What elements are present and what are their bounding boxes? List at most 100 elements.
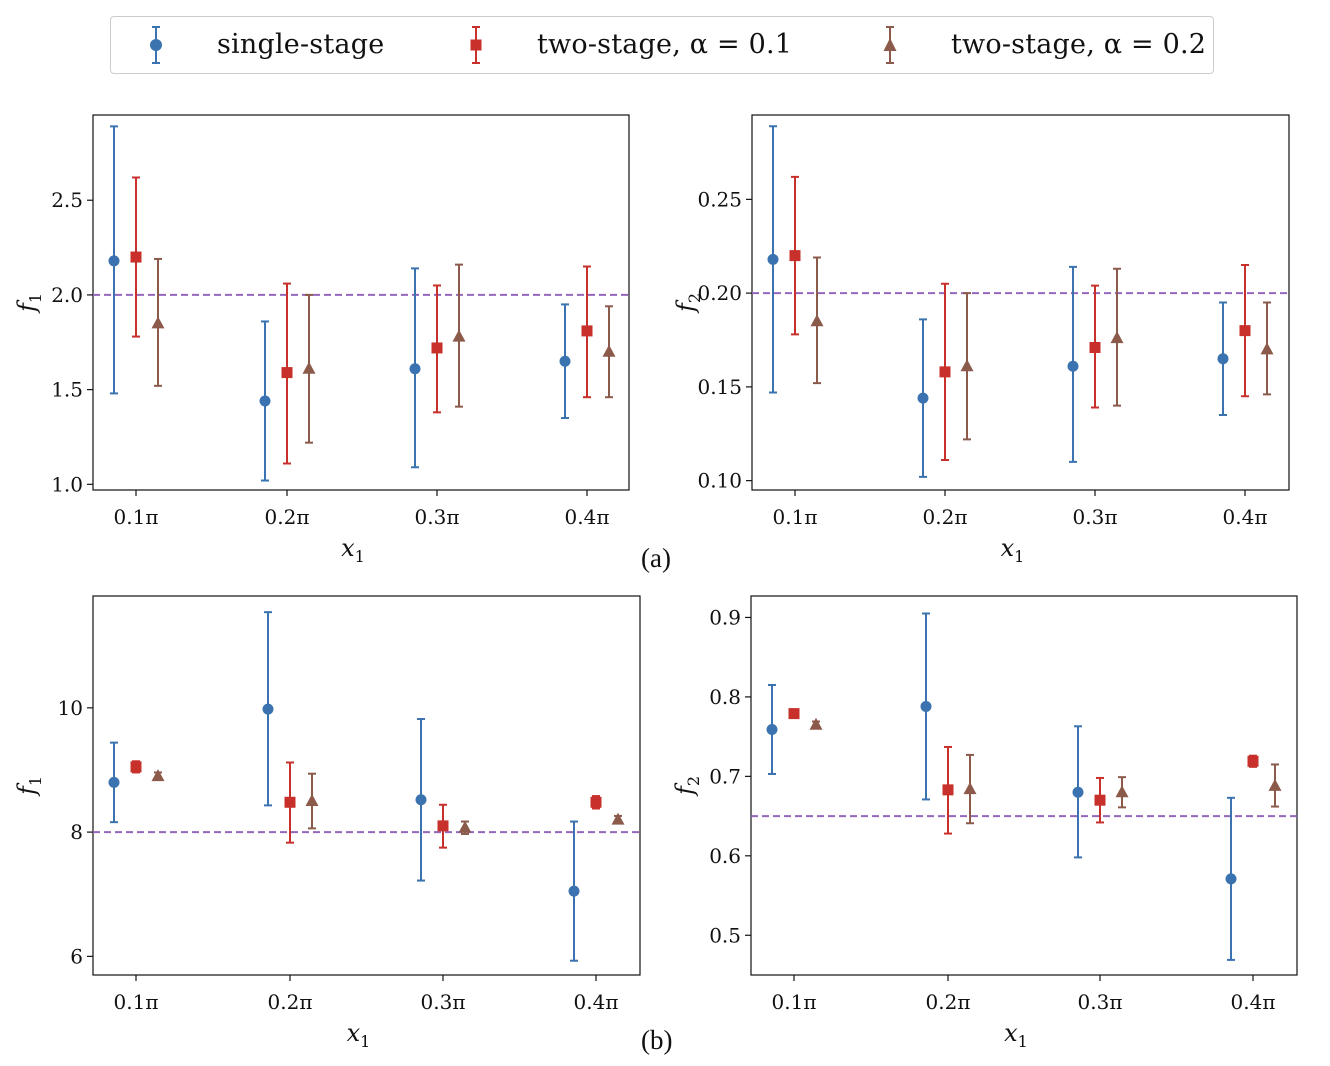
data-point-square (1239, 325, 1251, 337)
x-tick-label: 0.2π (265, 505, 310, 529)
x-tick-label: 0.3π (1078, 990, 1123, 1014)
triangle-marker-icon (883, 26, 897, 64)
data-point-triangle (1268, 778, 1282, 791)
data-point-triangle (602, 344, 616, 357)
legend-label: two-stage, α = 0.1 (537, 29, 793, 60)
data-point-triangle (611, 812, 625, 825)
data-point-square (1089, 342, 1101, 353)
data-point-triangle (1115, 785, 1129, 798)
plot-frame (92, 595, 641, 976)
data-point-circle (1072, 786, 1084, 798)
y-tick-label: 1.5 (51, 378, 83, 402)
data-point-circle (108, 255, 120, 267)
data-point-circle (767, 253, 779, 265)
plot-frame (750, 595, 1298, 976)
data-point-circle (917, 392, 929, 404)
x-axis-label: x1 (1001, 534, 1025, 566)
panel-label-a: (a) (641, 543, 671, 573)
y-tick-label: 0.5 (709, 923, 741, 947)
data-point-circle (259, 395, 271, 407)
plot-frame (92, 114, 630, 491)
data-point-triangle (810, 314, 824, 327)
x-tick-label: 0.4π (1223, 505, 1268, 529)
y-axis-label: f2 (672, 293, 704, 314)
data-point-triangle (305, 794, 319, 807)
x-tick-label: 0.4π (1231, 990, 1276, 1014)
x-axis-label: x1 (347, 1019, 371, 1051)
chart-b-right: 0.5 0.6 0.7 0.8 0.9 0.1π 0.2π 0.3π 0.4π x1 f2 (671, 595, 1298, 1051)
data-point-circle (568, 885, 580, 897)
series-square (789, 175, 1251, 461)
chart-a-right: 0.10 0.15 0.20 0.25 0.1π 0.2π 0.3π 0.4π x1 f2 (672, 114, 1290, 566)
y-tick-label: 0.25 (697, 187, 742, 211)
x-tick-label: 0.4π (565, 505, 610, 529)
series-square (130, 176, 593, 465)
data-point-triangle (302, 361, 316, 374)
x-tick-label: 0.3π (415, 505, 460, 529)
data-point-square (939, 366, 951, 378)
y-tick-label: 6 (70, 944, 83, 968)
x-tick-label: 0.2π (268, 990, 313, 1014)
x-tick-label: 0.1π (114, 990, 159, 1014)
data-point-triangle (151, 769, 165, 782)
data-point-square (130, 251, 142, 263)
data-point-triangle (809, 717, 823, 730)
y-tick-label: 8 (70, 820, 83, 844)
data-point-square (581, 325, 593, 337)
data-point-square (789, 250, 801, 262)
y-tick-label: 1.0 (51, 472, 83, 496)
circle-marker-icon (150, 26, 162, 64)
plot-frame (751, 114, 1290, 491)
y-axis-label: f2 (671, 776, 703, 797)
y-tick-label: 0.6 (709, 844, 741, 868)
legend-label: single-stage (217, 29, 385, 60)
x-tick-label: 0.4π (574, 990, 619, 1014)
legend: single-stage two-stage, α = 0.1 two-stag… (110, 16, 1214, 74)
x-tick-label: 0.3π (1073, 505, 1118, 529)
data-point-circle (108, 776, 120, 788)
series-circle (767, 125, 1229, 478)
chart-b-left: 6 8 10 0.1π 0.2π 0.3π 0.4π x1 f1 (13, 595, 641, 1051)
square-marker-icon (470, 26, 482, 64)
data-point-square (1247, 755, 1259, 767)
data-point-square (431, 342, 443, 354)
data-point-square (942, 784, 954, 796)
y-tick-label: 0.10 (697, 469, 742, 493)
y-tick-label: 0.7 (709, 764, 741, 788)
y-axis-label: f1 (13, 293, 45, 314)
data-point-square (281, 367, 293, 379)
data-point-circle (262, 703, 274, 715)
data-point-triangle (452, 329, 466, 342)
data-point-triangle (960, 359, 974, 372)
x-tick-label: 0.2π (923, 505, 968, 529)
x-tick-label: 0.1π (114, 505, 159, 529)
x-tick-label: 0.2π (926, 990, 971, 1014)
data-point-circle (920, 700, 932, 712)
series-triangle (810, 256, 1274, 441)
data-point-circle (766, 723, 778, 735)
series-square (788, 708, 1259, 835)
chart-a-left: 1.0 1.5 2.0 2.5 0.1π 0.2π 0.3π 0.4π x1 f1 (13, 114, 630, 566)
data-point-circle (409, 363, 421, 375)
y-tick-label: 2.0 (51, 283, 83, 307)
y-tick-label: 0.8 (709, 685, 741, 709)
data-point-circle (1067, 360, 1079, 372)
data-point-square (130, 761, 142, 773)
y-axis-label: f1 (13, 776, 45, 797)
data-point-square (788, 708, 800, 720)
data-point-circle (1217, 353, 1229, 365)
data-point-triangle (1260, 342, 1274, 355)
legend-label: two-stage, α = 0.2 (951, 29, 1207, 60)
data-point-triangle (963, 782, 977, 795)
x-tick-label: 0.1π (772, 990, 817, 1014)
data-point-triangle (458, 820, 472, 833)
x-axis-label: x1 (1004, 1019, 1028, 1051)
series-circle (108, 125, 571, 482)
data-point-square (284, 796, 296, 808)
data-point-triangle (151, 316, 165, 329)
data-point-circle (415, 794, 427, 806)
data-point-square (1094, 794, 1106, 806)
y-tick-label: 2.5 (51, 188, 83, 212)
data-point-square (590, 796, 602, 808)
data-point-square (437, 820, 449, 832)
